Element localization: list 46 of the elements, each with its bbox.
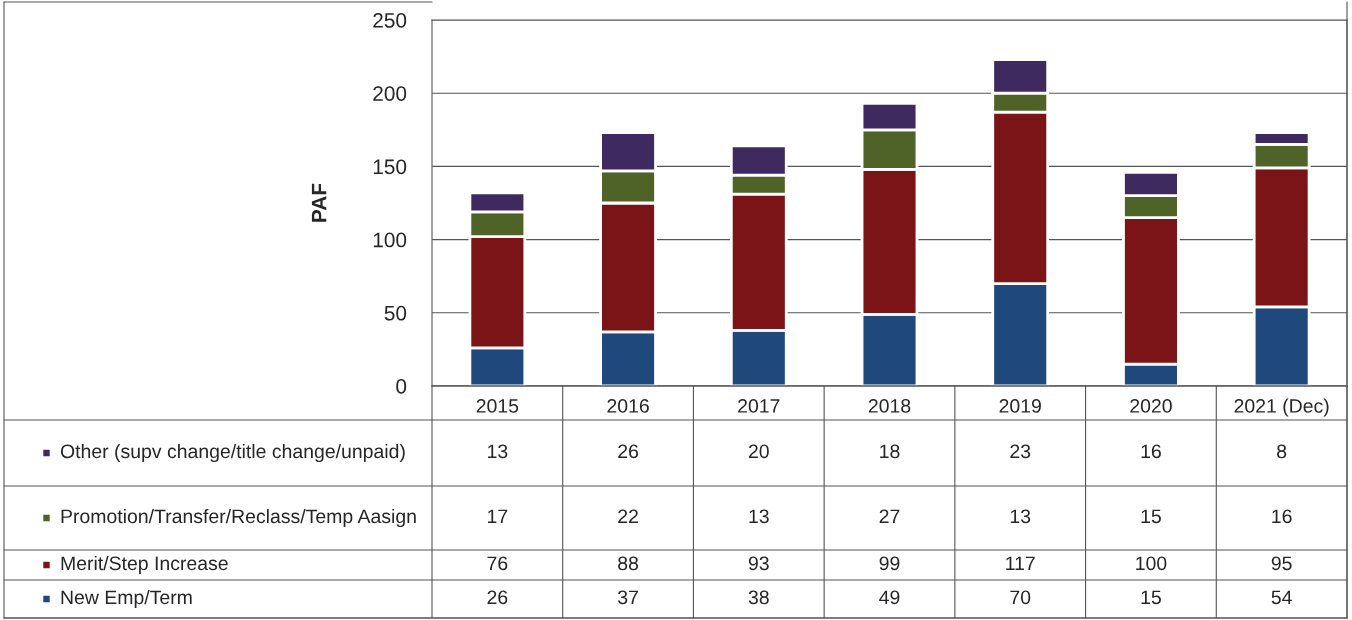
data-label: 38 (748, 590, 769, 605)
data-label: 26 (618, 444, 639, 459)
x-tick-label: 2016 (607, 399, 649, 413)
data-label: 23 (1010, 444, 1031, 459)
legend-label: Other (supv change/title change/unpaid) (60, 443, 405, 463)
data-label: 37 (618, 590, 638, 605)
data-label: 22 (618, 509, 638, 524)
data-label: 70 (1010, 590, 1031, 605)
y-tick-label: 50 (384, 305, 407, 321)
y-tick-label: 150 (373, 159, 407, 175)
y-axis-title: PAF (311, 183, 327, 222)
data-label: 95 (1271, 556, 1292, 571)
data-label: 27 (879, 509, 900, 524)
data-label: 99 (879, 556, 900, 571)
data-label: 49 (879, 590, 900, 605)
x-tick-label: 2020 (1130, 399, 1172, 413)
y-tick-label: 250 (373, 13, 407, 28)
data-label: 18 (880, 444, 900, 459)
data-label: 15 (1141, 590, 1161, 605)
data-label: 100 (1136, 556, 1167, 571)
data-label: 88 (618, 556, 639, 571)
data-label: 17 (488, 509, 508, 524)
x-tick-label: 2019 (999, 399, 1041, 413)
data-label: 54 (1271, 590, 1292, 605)
legend-label: Merit/Step Increase (61, 555, 228, 575)
x-tick-label: 2017 (738, 399, 780, 413)
legend-label: New Emp/Term (61, 589, 192, 609)
data-label: 8 (1277, 444, 1287, 459)
legend-label: Promotion/Transfer/Reclass/Temp Aasign (61, 508, 416, 528)
x-tick-label: 2021 (Dec) (1234, 398, 1329, 417)
data-label: 26 (487, 590, 508, 605)
data-label: 15 (1141, 509, 1161, 524)
y-tick-label: 200 (373, 86, 407, 101)
data-label: 76 (487, 556, 508, 571)
x-tick-label: 2018 (868, 399, 911, 413)
data-label: 16 (1272, 509, 1292, 524)
y-tick-label: 100 (373, 232, 407, 248)
data-label: 93 (748, 556, 769, 571)
data-label: 13 (749, 509, 769, 524)
x-tick-label: 2015 (476, 399, 519, 413)
data-label: 13 (1010, 509, 1031, 524)
data-label: 20 (748, 444, 769, 459)
data-label: 13 (488, 444, 508, 459)
data-label: 16 (1141, 444, 1161, 459)
y-tick-label: 0 (396, 379, 407, 394)
data-label: 117 (1006, 556, 1035, 571)
